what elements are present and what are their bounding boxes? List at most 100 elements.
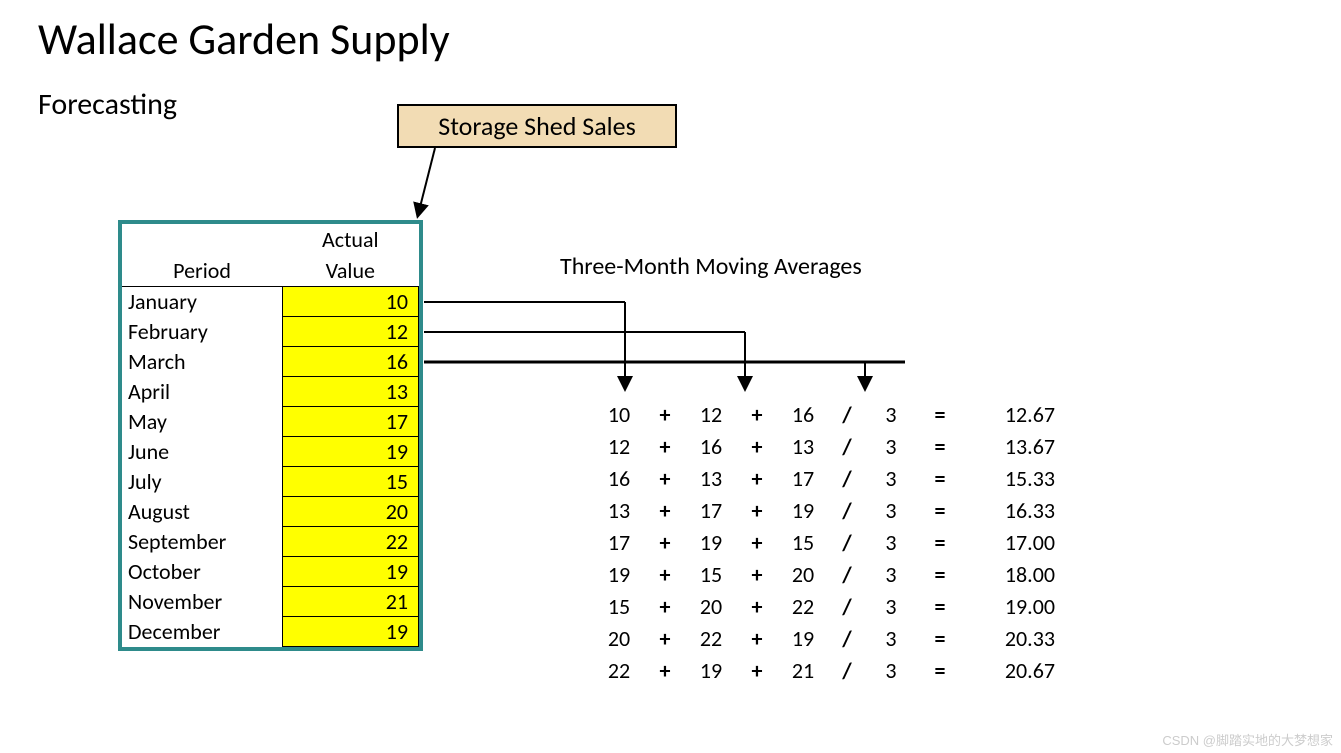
col-header-value: Value — [282, 255, 418, 287]
calc-operand: 3 — [867, 398, 915, 430]
calc-operator: + — [735, 654, 779, 686]
calc-operand: 20 — [687, 590, 735, 622]
calc-operand: 16 — [595, 462, 643, 494]
calculations-area: 10+12+16/3=12.6712+16+13/3=13.6716+13+17… — [595, 398, 1055, 686]
calc-operator: = — [915, 590, 965, 622]
calc-operator: / — [827, 558, 867, 590]
calc-operand: 19 — [687, 526, 735, 558]
table-row: July15 — [122, 467, 419, 497]
calc-operand: 3 — [867, 590, 915, 622]
calc-operator: = — [915, 494, 965, 526]
calc-result: 20.33 — [965, 622, 1055, 654]
calc-operator: / — [827, 590, 867, 622]
table-row: August20 — [122, 497, 419, 527]
calc-operand: 19 — [779, 494, 827, 526]
table-row: November21 — [122, 587, 419, 617]
calc-operator: + — [643, 430, 687, 462]
calc-operator: = — [915, 462, 965, 494]
table-row: May17 — [122, 407, 419, 437]
calc-operand: 3 — [867, 526, 915, 558]
calc-operator: = — [915, 558, 965, 590]
calc-result: 17.00 — [965, 526, 1055, 558]
table-row: January10 — [122, 287, 419, 317]
period-cell: April — [122, 377, 282, 407]
calc-operator: + — [735, 526, 779, 558]
calc-operand: 20 — [595, 622, 643, 654]
table-row: June19 — [122, 437, 419, 467]
calc-operand: 17 — [595, 526, 643, 558]
calc-operand: 15 — [779, 526, 827, 558]
calc-operator: + — [735, 590, 779, 622]
calc-operand: 20 — [779, 558, 827, 590]
calc-result: 13.67 — [965, 430, 1055, 462]
calc-operator: = — [915, 654, 965, 686]
calc-operand: 16 — [687, 430, 735, 462]
calc-operator: / — [827, 654, 867, 686]
calc-result: 20.67 — [965, 654, 1055, 686]
value-cell: 19 — [282, 437, 418, 467]
value-cell: 19 — [282, 557, 418, 587]
calc-operand: 22 — [687, 622, 735, 654]
calc-operand: 13 — [779, 430, 827, 462]
calc-row: 22+19+21/3=20.67 — [595, 654, 1055, 686]
calc-operator: / — [827, 622, 867, 654]
calc-operand: 16 — [779, 398, 827, 430]
calc-row: 20+22+19/3=20.33 — [595, 622, 1055, 654]
period-cell: November — [122, 587, 282, 617]
calc-row: 13+17+19/3=16.33 — [595, 494, 1055, 526]
calc-operator: / — [827, 494, 867, 526]
calc-row: 16+13+17/3=15.33 — [595, 462, 1055, 494]
period-cell: July — [122, 467, 282, 497]
calc-operand: 12 — [595, 430, 643, 462]
calc-operator: / — [827, 398, 867, 430]
calc-operator: = — [915, 622, 965, 654]
calc-operator: + — [643, 494, 687, 526]
period-cell: October — [122, 557, 282, 587]
calc-operator: + — [643, 590, 687, 622]
moving-averages-title: Three-Month Moving Averages — [560, 252, 862, 281]
table-row: October19 — [122, 557, 419, 587]
calc-result: 18.00 — [965, 558, 1055, 590]
callout-storage-shed-sales: Storage Shed Sales — [397, 104, 677, 148]
table-row: December19 — [122, 617, 419, 647]
calc-result: 19.00 — [965, 590, 1055, 622]
calc-operator: / — [827, 526, 867, 558]
calc-operand: 13 — [595, 494, 643, 526]
calc-result: 15.33 — [965, 462, 1055, 494]
calc-operand: 22 — [779, 590, 827, 622]
calc-operand: 22 — [595, 654, 643, 686]
table-row: February12 — [122, 317, 419, 347]
calc-operand: 17 — [779, 462, 827, 494]
value-cell: 10 — [282, 287, 418, 317]
table-row: March16 — [122, 347, 419, 377]
calc-operand: 17 — [687, 494, 735, 526]
calc-result: 16.33 — [965, 494, 1055, 526]
period-cell: December — [122, 617, 282, 647]
period-cell: September — [122, 527, 282, 557]
calc-operand: 19 — [687, 654, 735, 686]
calc-operator: = — [915, 398, 965, 430]
value-cell: 21 — [282, 587, 418, 617]
calc-operator: + — [735, 462, 779, 494]
value-cell: 20 — [282, 497, 418, 527]
calc-operand: 21 — [779, 654, 827, 686]
calc-operator: + — [643, 622, 687, 654]
calc-row: 19+15+20/3=18.00 — [595, 558, 1055, 590]
period-cell: August — [122, 497, 282, 527]
calc-operator: + — [735, 622, 779, 654]
calc-operand: 15 — [595, 590, 643, 622]
value-cell: 15 — [282, 467, 418, 497]
calc-row: 15+20+22/3=19.00 — [595, 590, 1055, 622]
period-cell: March — [122, 347, 282, 377]
calc-operator: = — [915, 430, 965, 462]
calc-operand: 3 — [867, 622, 915, 654]
calc-operator: + — [735, 558, 779, 590]
page-subtitle: Forecasting — [38, 86, 177, 123]
value-cell: 13 — [282, 377, 418, 407]
value-cell: 17 — [282, 407, 418, 437]
calc-operand: 12 — [687, 398, 735, 430]
calc-operand: 3 — [867, 430, 915, 462]
calc-operator: + — [643, 654, 687, 686]
calc-operand: 10 — [595, 398, 643, 430]
page-title: Wallace Garden Supply — [38, 12, 450, 66]
